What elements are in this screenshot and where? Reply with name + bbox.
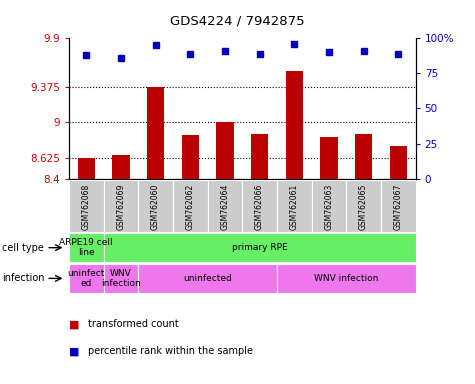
Text: ■: ■ <box>69 319 79 329</box>
Bar <box>112 155 130 179</box>
Text: transformed count: transformed count <box>88 319 179 329</box>
Bar <box>216 122 234 179</box>
Bar <box>242 180 277 232</box>
Text: GDS4224 / 7942875: GDS4224 / 7942875 <box>170 15 305 28</box>
Bar <box>320 137 338 179</box>
Text: GSM762061: GSM762061 <box>290 183 299 230</box>
Text: WNV
infection: WNV infection <box>101 269 141 288</box>
Bar <box>181 135 199 179</box>
Text: GSM762063: GSM762063 <box>324 183 333 230</box>
Bar <box>381 180 416 232</box>
Bar <box>138 264 277 293</box>
Bar <box>138 180 173 232</box>
Text: GSM762064: GSM762064 <box>220 183 229 230</box>
Text: cell type: cell type <box>2 243 44 253</box>
Text: GSM762069: GSM762069 <box>116 183 125 230</box>
Bar <box>277 180 312 232</box>
Bar <box>251 134 268 179</box>
Bar <box>208 180 242 232</box>
Bar <box>355 134 372 179</box>
Text: percentile rank within the sample: percentile rank within the sample <box>88 346 253 356</box>
Text: GSM762060: GSM762060 <box>151 183 160 230</box>
Bar <box>277 264 416 293</box>
Bar <box>173 180 208 232</box>
Bar <box>77 158 95 179</box>
Text: ARPE19 cell
line: ARPE19 cell line <box>59 238 113 257</box>
Bar <box>312 180 346 232</box>
Bar <box>285 71 303 179</box>
Text: GSM762068: GSM762068 <box>82 183 91 230</box>
Bar <box>390 146 407 179</box>
Text: GSM762062: GSM762062 <box>186 183 195 230</box>
Text: infection: infection <box>2 273 45 283</box>
Text: uninfected: uninfected <box>183 274 232 283</box>
Bar <box>69 264 104 293</box>
Text: uninfect
ed: uninfect ed <box>67 269 105 288</box>
Text: GSM762065: GSM762065 <box>359 183 368 230</box>
Text: ■: ■ <box>69 346 79 356</box>
Text: primary RPE: primary RPE <box>232 243 287 252</box>
Text: GSM762067: GSM762067 <box>394 183 403 230</box>
Bar <box>147 88 164 179</box>
Bar <box>346 180 381 232</box>
Text: WNV infection: WNV infection <box>314 274 379 283</box>
Bar <box>104 180 138 232</box>
Bar <box>69 233 104 262</box>
Bar <box>104 264 138 293</box>
Bar <box>69 180 104 232</box>
Text: GSM762066: GSM762066 <box>255 183 264 230</box>
